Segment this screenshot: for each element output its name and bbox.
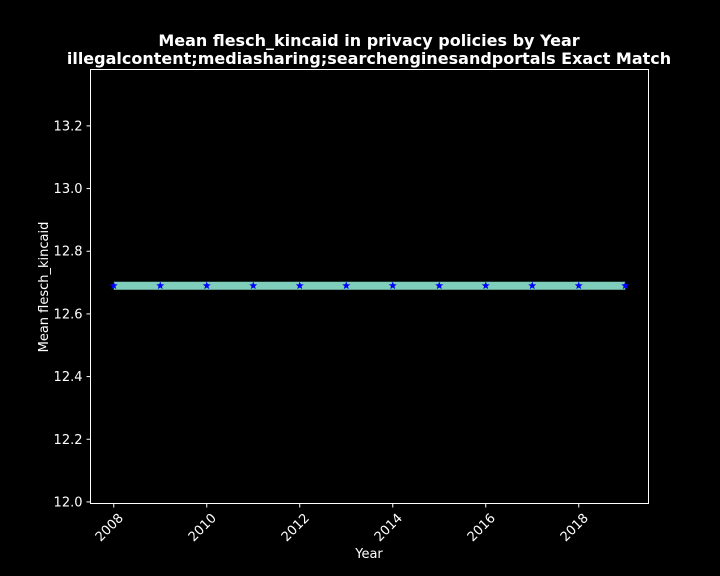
- y-tick-label-1: 12.2: [54, 433, 83, 448]
- x-axis-label: Year: [354, 547, 383, 562]
- y-tick-label-0: 12.0: [54, 495, 83, 510]
- y-tick-label-4: 12.8: [54, 245, 83, 260]
- data-point-2013: [342, 281, 351, 290]
- y-tick-label-5: 13.0: [54, 182, 83, 197]
- data-point-2014: [388, 281, 397, 290]
- y-tick-label-3: 12.6: [54, 307, 83, 322]
- x-tick-label-1: 2010: [186, 511, 220, 545]
- x-tick-label-0: 2008: [93, 511, 127, 545]
- data-point-2012: [295, 281, 304, 290]
- x-axis: 2008 2010 2012 2014 2016 2018: [93, 503, 592, 545]
- data-point-2015: [435, 281, 444, 290]
- y-tick-label-2: 12.4: [54, 370, 83, 385]
- data-point-2010: [202, 281, 211, 290]
- y-tick-label-6: 13.2: [54, 119, 83, 134]
- data-point-2019: [621, 281, 630, 290]
- y-axis: 12.0 12.2 12.4 12.6 12.8 13.0 13.2: [54, 119, 91, 510]
- data-point-2008: [109, 281, 118, 290]
- series-layer: [109, 281, 630, 290]
- data-point-2016: [481, 281, 490, 290]
- chart-title-line-2: illegalcontent;mediasharing;searchengine…: [67, 49, 671, 68]
- data-point-2011: [249, 281, 258, 290]
- x-tick-label-5: 2018: [558, 511, 592, 545]
- x-tick-label-3: 2014: [372, 511, 406, 545]
- data-point-2009: [156, 281, 165, 290]
- y-axis-label: Mean flesch_kincaid: [37, 222, 52, 353]
- data-point-2017: [528, 281, 537, 290]
- plot-area-frame: [90, 69, 649, 504]
- chart-title-line-1: Mean flesch_kincaid in privacy policies …: [158, 31, 579, 50]
- data-point-2018: [574, 281, 583, 290]
- x-tick-label-2: 2012: [279, 511, 313, 545]
- x-tick-label-4: 2016: [465, 511, 499, 545]
